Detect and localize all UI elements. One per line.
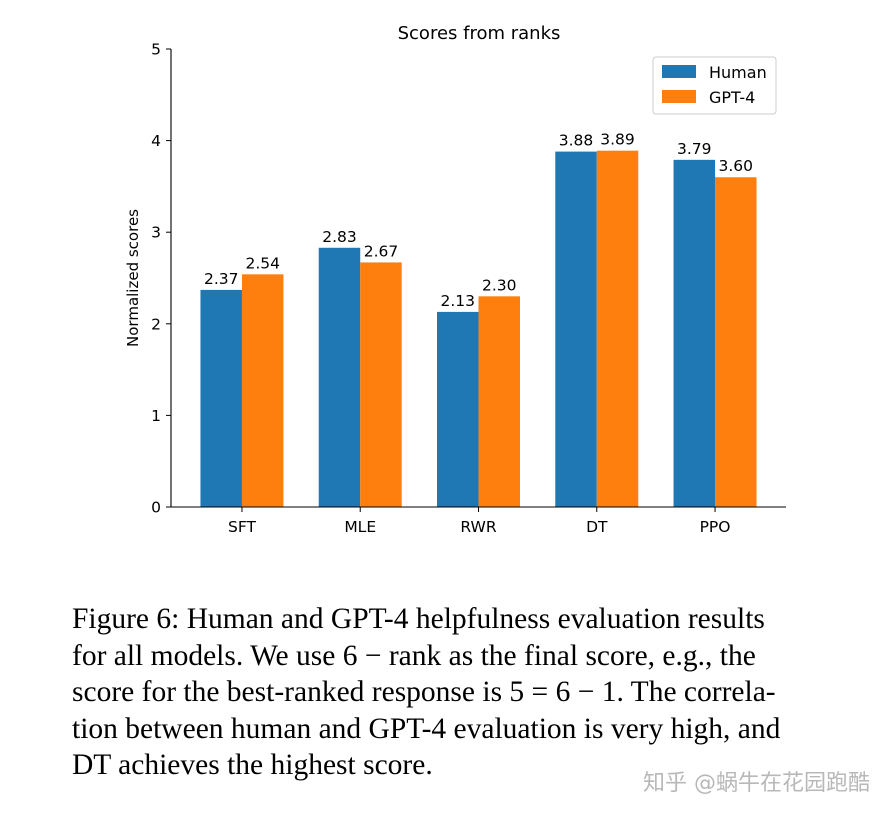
caption-line: tion between human and GPT-4 evaluation … [72,712,781,745]
y-axis-label: Normalized scores [124,209,142,347]
bar-gpt4-sft [241,274,284,507]
bar-value-label: 2.13 [440,292,475,310]
bar-gpt4-mle [360,262,402,507]
y-tick-label: 1 [151,407,161,425]
caption-line: for all models. We use 6 − rank as the f… [72,639,756,672]
x-tick-label: RWR [460,518,496,536]
legend-label-human: Human [709,63,767,82]
bar-value-label: 3.79 [677,140,712,158]
y-tick-label: 5 [151,41,161,59]
bar-chart: Scores from ranks Normalized scores 2.37… [124,23,786,536]
bar-human-rwr [437,311,479,507]
bars-group [200,150,757,508]
y-tick-label: 4 [151,132,161,150]
bar-value-label: 3.60 [719,157,754,175]
bar-human-dt [555,151,597,508]
y-tick-label: 3 [151,224,161,242]
bar-value-label: 2.67 [364,242,399,260]
bar-value-label: 3.88 [559,132,594,150]
legend: Human GPT-4 [652,56,777,115]
legend-swatch-gpt4 [662,90,696,103]
x-tick-label: MLE [344,518,376,536]
figure-caption: Figure 6: Human and GPT-4 helpfulness ev… [72,601,868,784]
x-tick-label: SFT [228,518,256,536]
x-tick-label: DT [586,518,608,536]
bar-human-mle [318,247,361,507]
y-tick-label: 0 [151,499,161,517]
axes-group: SFT MLE RWR DT PPO 0 1 2 3 4 5 [151,41,786,536]
legend-swatch-human [662,65,696,78]
watermark: 知乎 @蜗牛在花园跑酷 [643,771,870,796]
y-tick-label: 2 [151,315,161,333]
bar-gpt4-rwr [478,296,520,507]
bar-human-ppo [673,159,716,507]
legend-label-gpt4: GPT-4 [709,88,755,107]
bar-value-label: 2.83 [322,228,357,246]
bar-value-label: 2.30 [482,276,517,294]
x-tick-label: PPO [700,518,731,536]
bar-value-label: 2.37 [204,270,239,288]
bar-human-sft [200,289,242,507]
bar-gpt4-ppo [715,177,757,508]
bar-value-label: 3.89 [600,131,635,149]
bar-gpt4-dt [596,150,639,507]
chart-title: Scores from ranks [398,23,561,44]
value-labels-group: 2.37 2.54 2.83 2.67 2.13 2.30 3.88 3.89 3.79 3.60 [204,131,753,310]
bar-value-label: 2.54 [245,254,280,272]
caption-line: score for the best-ranked response is 5 … [72,676,776,708]
caption-line: Figure 6: Human and GPT-4 helpfulness ev… [72,603,765,635]
caption-line: DT achieves the highest score. [72,749,433,781]
